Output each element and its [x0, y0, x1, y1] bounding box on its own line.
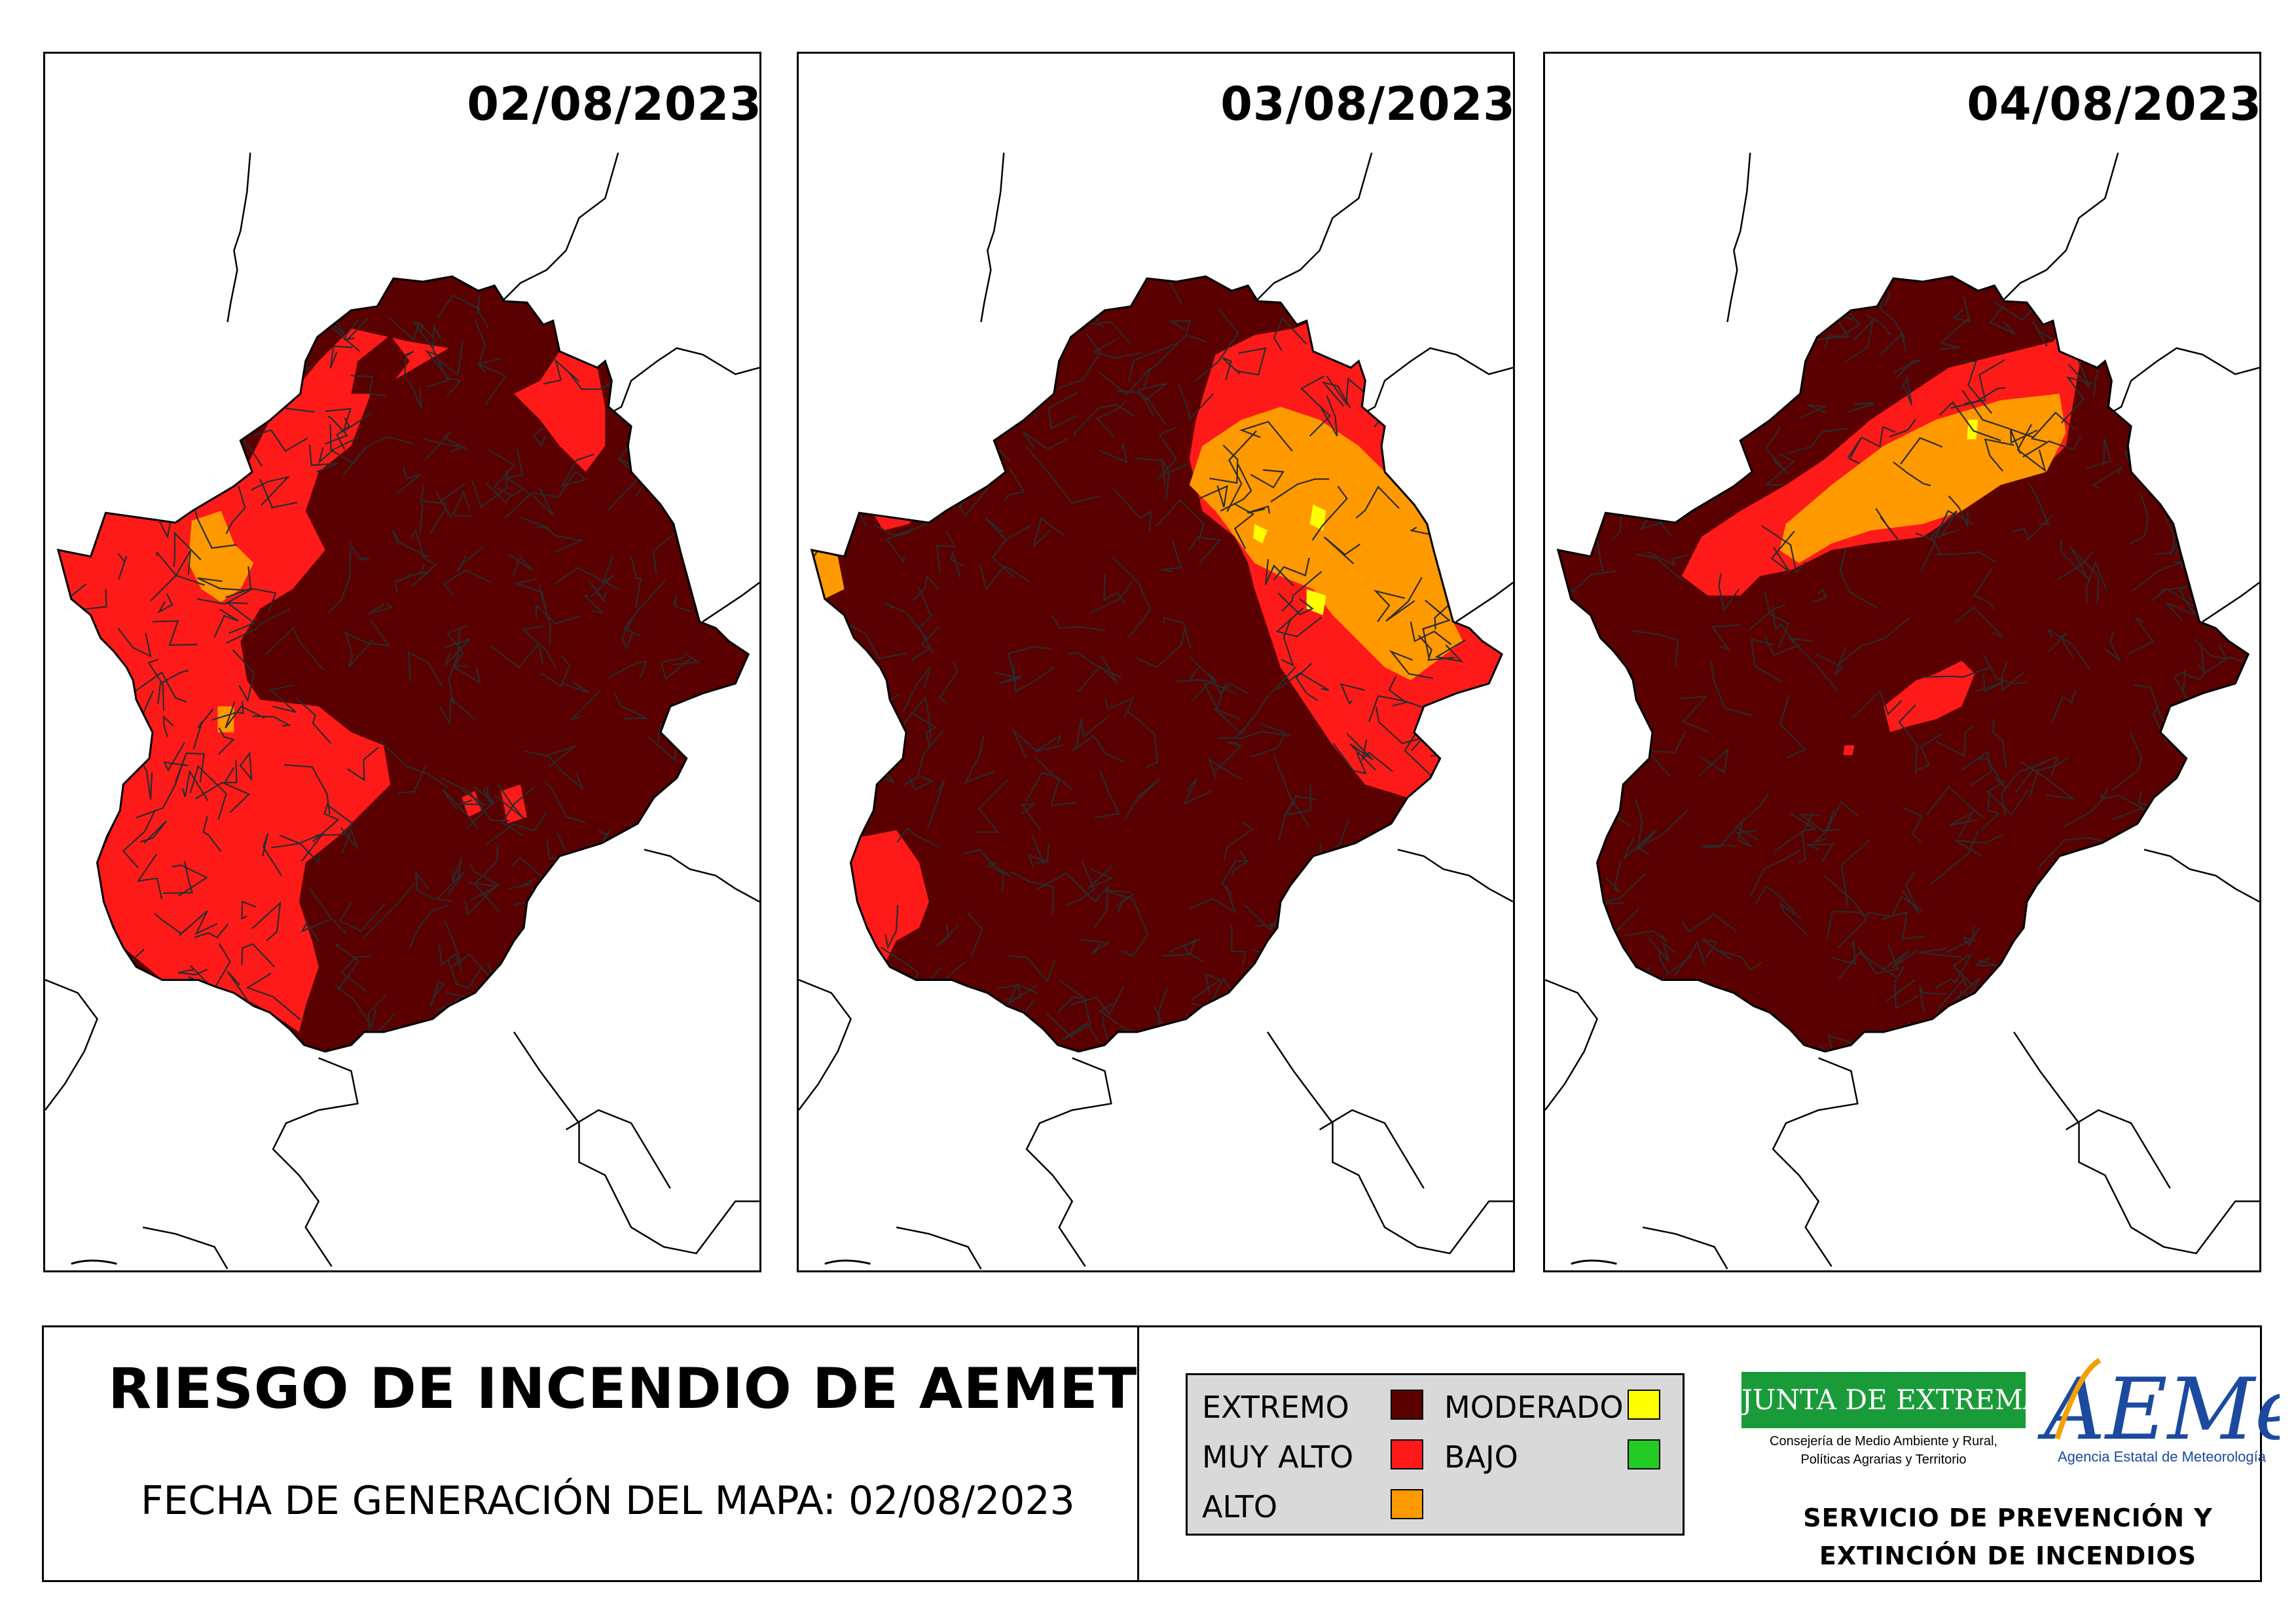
edge-mark	[1571, 1259, 1617, 1265]
aemet-logo-text: AEMet	[2037, 1359, 2280, 1459]
legend-swatch-extremo	[1391, 1390, 1423, 1420]
legend-label-muy-alto: MUY ALTO	[1202, 1439, 1354, 1475]
footer-divider	[1137, 1327, 1139, 1580]
risk-zone-extremo	[351, 335, 410, 394]
service-name: SERVICIO DE PREVENCIÓN Y EXTINCIÓN DE IN…	[1753, 1499, 2263, 1575]
legend-swatch-alto	[1391, 1489, 1423, 1519]
risk-zone-moderado	[1253, 524, 1268, 544]
footer-box: RIESGO DE INCENDIO DE AEMET FECHA DE GEN…	[42, 1325, 2280, 1582]
map-panel-3: 04/08/2023	[1543, 52, 2261, 1272]
region-map-2	[799, 152, 1513, 1270]
consejeria-text: Consejería de Medio Ambiente y Rural, Po…	[1741, 1432, 2026, 1469]
risk-zone-muy-alto	[1843, 745, 1855, 756]
risk-zone-muy-alto	[514, 351, 606, 472]
risk-zone-alto	[1189, 407, 1463, 680]
map-date-3: 04/08/2023	[1967, 77, 2261, 131]
aemet-logo-icon: AEMet	[2037, 1357, 2280, 1459]
country-borders	[45, 152, 759, 1270]
legend-swatch-moderado	[1628, 1390, 1660, 1420]
risk-zone-alto	[811, 549, 845, 599]
region-map-1	[45, 152, 759, 1270]
consejeria-line-2: Políticas Agrarias y Territorio	[1800, 1452, 1967, 1467]
legend-swatch-bajo	[1628, 1439, 1660, 1469]
edge-mark	[71, 1259, 117, 1265]
edge-mark	[824, 1259, 871, 1265]
risk-zone-moderado	[1309, 504, 1326, 531]
region-outline	[1556, 275, 2250, 1053]
service-line-2: EXTINCIÓN DE INCENDIOS	[1819, 1541, 2197, 1570]
legend-label-moderado: MODERADO	[1444, 1390, 1624, 1425]
region-map-3	[1545, 152, 2259, 1270]
map-date-1: 02/08/2023	[467, 77, 761, 131]
map-date-2: 03/08/2023	[1220, 77, 1515, 131]
legend-label-alto: ALTO	[1202, 1489, 1278, 1524]
generation-date: FECHA DE GENERACIÓN DEL MAPA: 02/08/2023	[141, 1478, 1075, 1524]
legend: EXTREMO MUY ALTO ALTO MODERADO BAJO	[1186, 1373, 1685, 1536]
junta-extremadura-logo: JUNTA DE EXTREMADURA	[1741, 1372, 2128, 1428]
service-line-1: SERVICIO DE PREVENCIÓN Y	[1803, 1504, 2213, 1532]
consejeria-line-1: Consejería de Medio Ambiente y Rural,	[1770, 1434, 1997, 1449]
legend-label-extremo: EXTREMO	[1202, 1390, 1349, 1425]
risk-zone-alto	[217, 706, 234, 733]
risk-zone-alto	[1779, 394, 2066, 563]
region-outline	[56, 275, 750, 1053]
region-outline	[810, 275, 1503, 1053]
legend-label-bajo: BAJO	[1444, 1439, 1518, 1475]
map-panel-1: 02/08/2023	[43, 52, 761, 1272]
aemet-subtitle: Agencia Estatal de Meteorología	[2058, 1449, 2266, 1465]
map-title: RIESGO DE INCENDIO DE AEMET	[108, 1356, 1138, 1422]
risk-zone-muy-alto	[850, 387, 936, 531]
legend-swatch-muy-alto	[1391, 1439, 1423, 1469]
map-panel-2: 03/08/2023	[797, 52, 1515, 1272]
